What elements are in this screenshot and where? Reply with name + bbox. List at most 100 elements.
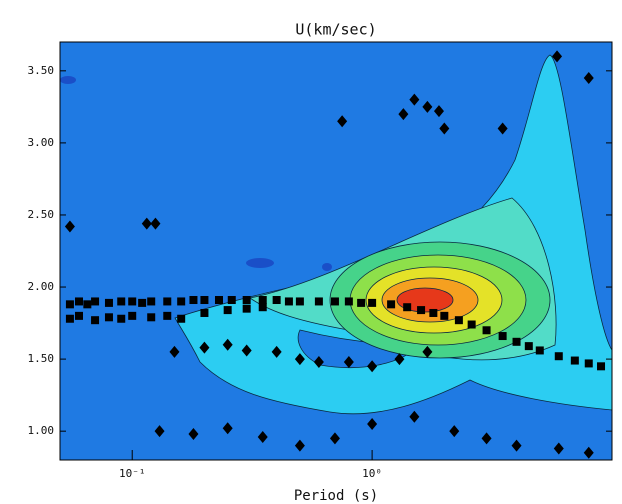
marker (454, 316, 463, 325)
marker (329, 432, 340, 445)
markers (64, 50, 606, 459)
marker (583, 72, 594, 85)
marker (163, 297, 172, 306)
marker (554, 352, 563, 361)
marker (394, 353, 405, 366)
marker (344, 297, 353, 306)
y-tick-label: 2.50 (28, 208, 55, 221)
marker (417, 306, 426, 315)
marker (188, 428, 199, 441)
marker (177, 297, 186, 306)
marker (524, 342, 533, 351)
marker (74, 297, 83, 306)
marker (583, 446, 594, 459)
marker (272, 296, 281, 305)
marker (584, 359, 593, 368)
marker (552, 50, 563, 63)
marker (65, 300, 74, 309)
marker (439, 122, 450, 135)
y-tick-label: 1.50 (28, 352, 55, 365)
marker (223, 306, 232, 315)
marker (147, 313, 156, 322)
marker (482, 326, 491, 335)
plot-frame (59, 41, 613, 461)
marker (91, 316, 100, 325)
y-tick-label: 1.00 (28, 424, 55, 437)
marker (128, 311, 137, 320)
marker (497, 122, 508, 135)
marker (257, 430, 268, 443)
marker (200, 296, 209, 305)
marker (104, 313, 113, 322)
marker (570, 356, 579, 365)
marker (481, 432, 492, 445)
marker (177, 314, 186, 323)
marker (74, 311, 83, 320)
marker (242, 296, 251, 305)
marker (271, 345, 282, 358)
marker (189, 296, 198, 305)
marker (141, 217, 152, 230)
marker (284, 297, 293, 306)
marker (422, 100, 433, 113)
contour (322, 263, 332, 271)
x-axis-label: Period (s) (294, 488, 378, 504)
marker (128, 297, 137, 306)
marker (440, 311, 449, 320)
marker (403, 303, 412, 312)
marker (117, 297, 126, 306)
marker (422, 345, 433, 358)
x-tick-label: 10⁻¹ (119, 467, 146, 480)
marker (597, 362, 606, 371)
marker (314, 297, 323, 306)
marker (467, 320, 476, 329)
marker (214, 296, 223, 305)
contour (60, 76, 76, 84)
marker (242, 304, 251, 313)
marker (222, 338, 233, 351)
marker (409, 93, 420, 106)
marker (367, 360, 378, 373)
marker (91, 297, 100, 306)
marker (294, 353, 305, 366)
marker (147, 297, 156, 306)
marker (535, 346, 544, 355)
marker (258, 296, 267, 305)
marker (295, 297, 304, 306)
marker (241, 344, 252, 357)
marker (429, 308, 438, 317)
marker (409, 410, 420, 423)
marker (169, 345, 180, 358)
marker (368, 298, 377, 307)
marker (313, 355, 324, 368)
marker (222, 422, 233, 435)
contour-field (60, 54, 613, 415)
contour (246, 258, 274, 268)
marker (65, 314, 74, 323)
marker (150, 217, 161, 230)
marker (330, 297, 339, 306)
marker (337, 115, 348, 128)
marker (154, 425, 165, 438)
marker (449, 425, 460, 438)
y-tick-label: 2.00 (28, 280, 55, 293)
marker (138, 298, 147, 307)
marker (294, 439, 305, 452)
marker (512, 337, 521, 346)
marker (64, 220, 75, 233)
marker (553, 442, 564, 455)
marker (258, 303, 267, 312)
marker (104, 298, 113, 307)
marker (343, 355, 354, 368)
marker (117, 314, 126, 323)
chart-title: U(km/sec) (295, 21, 376, 39)
marker (387, 300, 396, 309)
marker (227, 296, 236, 305)
marker (200, 308, 209, 317)
y-tick-label: 3.50 (28, 64, 55, 77)
marker (398, 108, 409, 121)
marker (199, 341, 210, 354)
marker (367, 417, 378, 430)
marker (498, 332, 507, 341)
